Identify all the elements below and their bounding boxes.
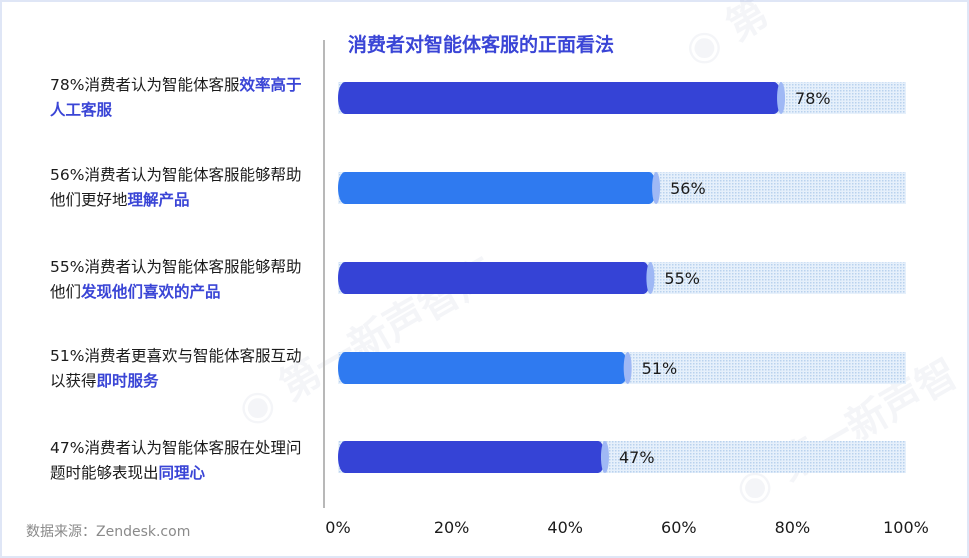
category-label-highlight: 同理心 bbox=[158, 464, 206, 482]
bar bbox=[338, 82, 782, 114]
bar-end-cap bbox=[777, 82, 786, 114]
bar-end-cap bbox=[600, 441, 609, 473]
bar-end-cap bbox=[623, 352, 632, 384]
category-label-1: 78%消费者认为智能体客服效率高于人工客服 bbox=[50, 73, 312, 123]
data-label: 51% bbox=[642, 359, 678, 378]
data-label: 78% bbox=[795, 89, 831, 108]
x-tick-label: 80% bbox=[775, 518, 811, 537]
category-label-text: 56%消费者认为智能体客服能够帮助他们更好地 bbox=[50, 166, 302, 209]
category-label-text: 78%消费者认为智能体客服 bbox=[50, 76, 240, 94]
bar bbox=[338, 352, 628, 384]
source-note: 数据来源：Zendesk.com bbox=[26, 524, 191, 540]
axis-divider bbox=[323, 40, 325, 508]
x-tick-label: 20% bbox=[434, 518, 470, 537]
data-label: 55% bbox=[664, 269, 700, 288]
category-label-text: 55%消费者认为智能体客服能够帮助他们 bbox=[50, 258, 302, 301]
data-label: 47% bbox=[619, 448, 655, 467]
x-tick-label: 40% bbox=[547, 518, 583, 537]
bar bbox=[338, 262, 651, 294]
bar bbox=[338, 172, 657, 204]
bar-end-cap bbox=[646, 262, 655, 294]
data-label: 56% bbox=[670, 179, 706, 198]
category-label-5: 47%消费者认为智能体客服在处理问题时能够表现出同理心 bbox=[50, 436, 312, 486]
x-tick-label: 100% bbox=[883, 518, 929, 537]
category-label-highlight: 效率高于人工客服 bbox=[50, 76, 302, 119]
category-label-3: 55%消费者认为智能体客服能够帮助他们发现他们喜欢的产品 bbox=[50, 255, 312, 305]
category-label-highlight: 即时服务 bbox=[96, 372, 159, 390]
category-label-highlight: 理解产品 bbox=[127, 191, 190, 209]
category-label-highlight: 发现他们喜欢的产品 bbox=[81, 283, 221, 301]
category-label-text: 47%消费者认为智能体客服在处理问题时能够表现出 bbox=[50, 439, 302, 482]
bar bbox=[338, 441, 605, 473]
category-label-4: 51%消费者更喜欢与智能体客服互动以获得即时服务 bbox=[50, 344, 312, 394]
bar-end-cap bbox=[652, 172, 661, 204]
chart-title: 消费者对智能体客服的正面看法 bbox=[348, 34, 615, 56]
category-label-2: 56%消费者认为智能体客服能够帮助他们更好地理解产品 bbox=[50, 163, 312, 213]
category-label-text: 51%消费者更喜欢与智能体客服互动以获得 bbox=[50, 347, 302, 390]
x-tick-label: 60% bbox=[661, 518, 697, 537]
x-tick-label: 0% bbox=[325, 518, 350, 537]
